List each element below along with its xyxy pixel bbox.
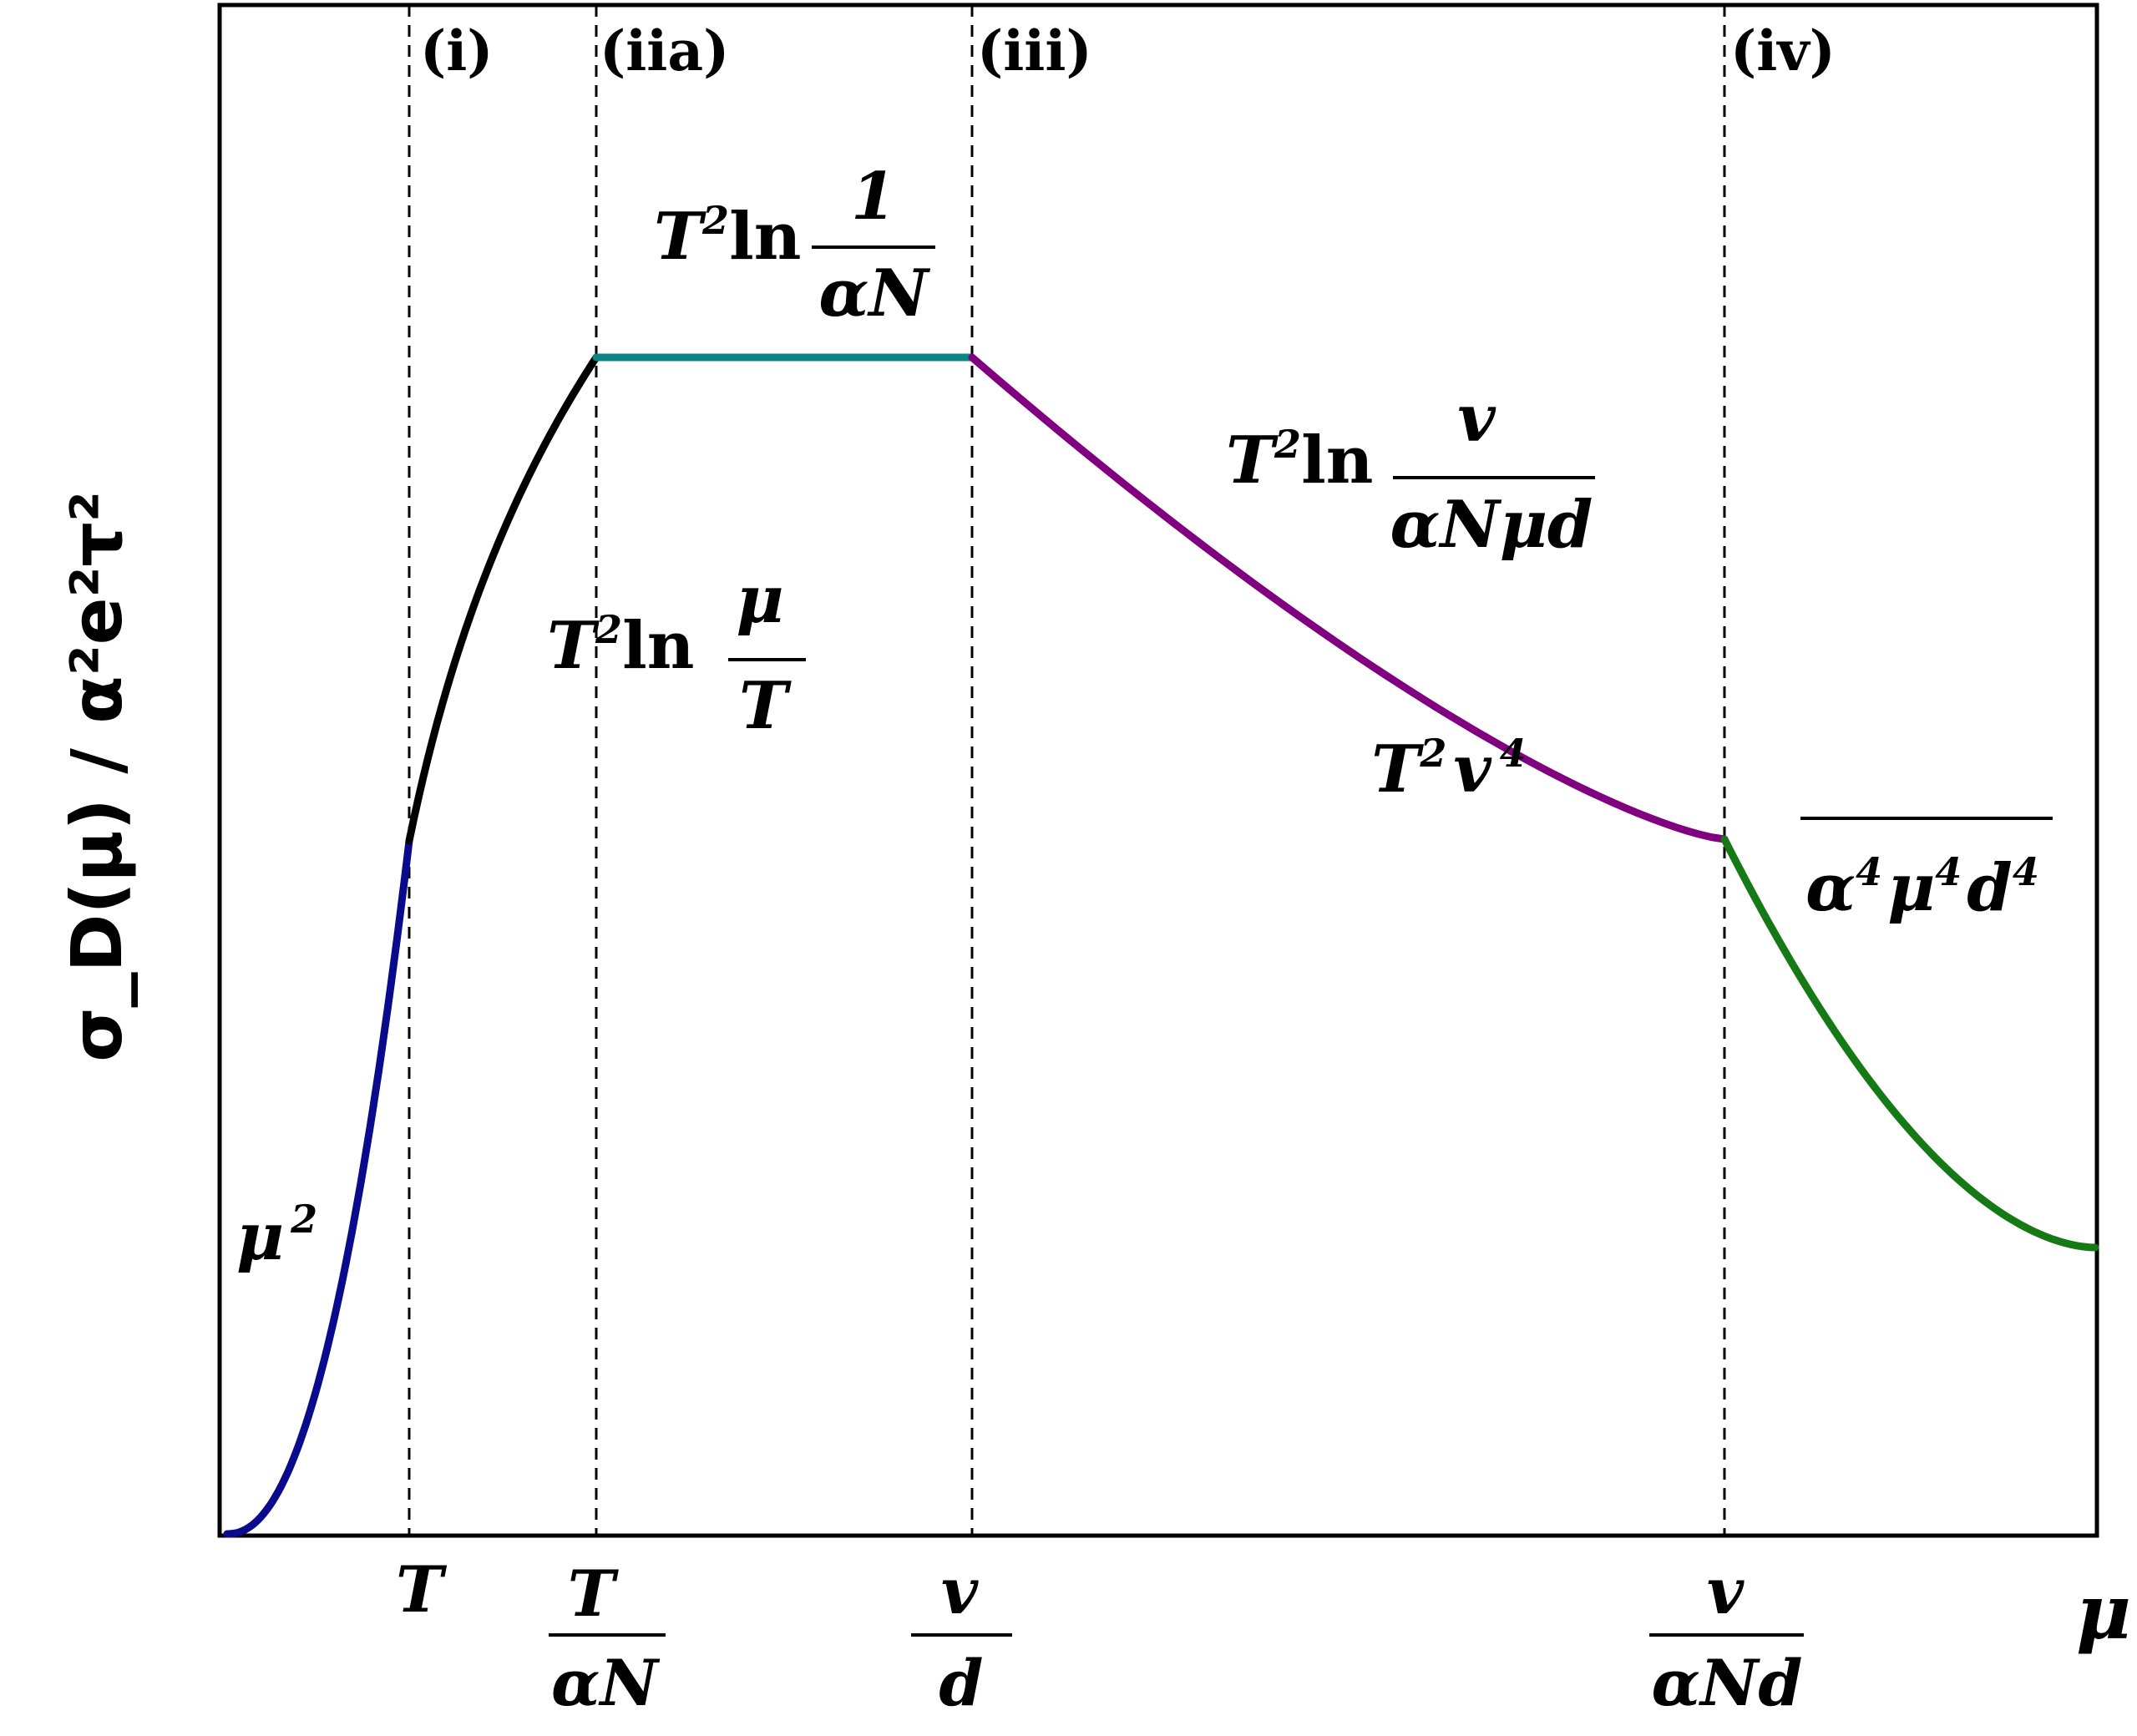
x-tick-label-v-over-alphaNd-den: αNd xyxy=(1651,1646,1802,1720)
region-label-iv: (iv) xyxy=(1730,18,1836,84)
region-label-iia: (iia) xyxy=(600,18,729,84)
x-axis-label: μ xyxy=(2076,1568,2131,1657)
x-tick-label-v-over-d-den: d xyxy=(939,1646,983,1720)
annotation-T2-ln-v-over-alphaNmud-num: v xyxy=(1457,381,1496,457)
x-tick-label-v-over-alphaNd-num: v xyxy=(1707,1554,1745,1628)
curve-segment-mu-squared xyxy=(223,837,413,1538)
annotation-T2-ln-v-over-alphaNmud-den: αNμd xyxy=(1390,487,1593,563)
x-tick-label-T: T xyxy=(396,1552,448,1627)
annotation-T2-ln-1-over-alphaN-den: αN xyxy=(818,256,930,332)
y-axis-label: σ_D(μ) / α²e²τ² xyxy=(56,491,138,1062)
annotation-T2-ln-1-over-alphaN: T2ln xyxy=(654,198,801,275)
annotation-power-decay-den: α4μ4d4 xyxy=(1805,849,2039,926)
annotation-T2-ln-1-over-alphaN-num: 1 xyxy=(851,159,896,235)
curve-segment-power-decay xyxy=(1720,835,2099,1252)
curve-segment-log-mu-over-T xyxy=(405,353,600,845)
annotation-power-decay-num: T2 v 4 xyxy=(1371,731,1526,807)
annotation-T2-ln-v-over-alphaNmud: T2ln xyxy=(1226,422,1373,499)
annotation-T2-ln-mu-over-T: T2ln xyxy=(547,607,694,684)
x-tick-label-T-over-alphaN-den: αN xyxy=(551,1646,660,1720)
region-label-i: (i) xyxy=(420,18,494,84)
region-label-iii: (iii) xyxy=(977,18,1092,84)
x-tick-label-T-over-alphaN-num: T xyxy=(568,1556,620,1631)
x-tick-label-v-over-d-num: v xyxy=(941,1554,979,1628)
annotation-T2-ln-mu-over-T-den: T xyxy=(739,668,792,744)
curve-segment-log-decay xyxy=(968,353,1729,843)
plot-frame xyxy=(217,3,2099,1538)
annotation-T2-ln-mu-over-T-num: μ xyxy=(736,562,783,638)
